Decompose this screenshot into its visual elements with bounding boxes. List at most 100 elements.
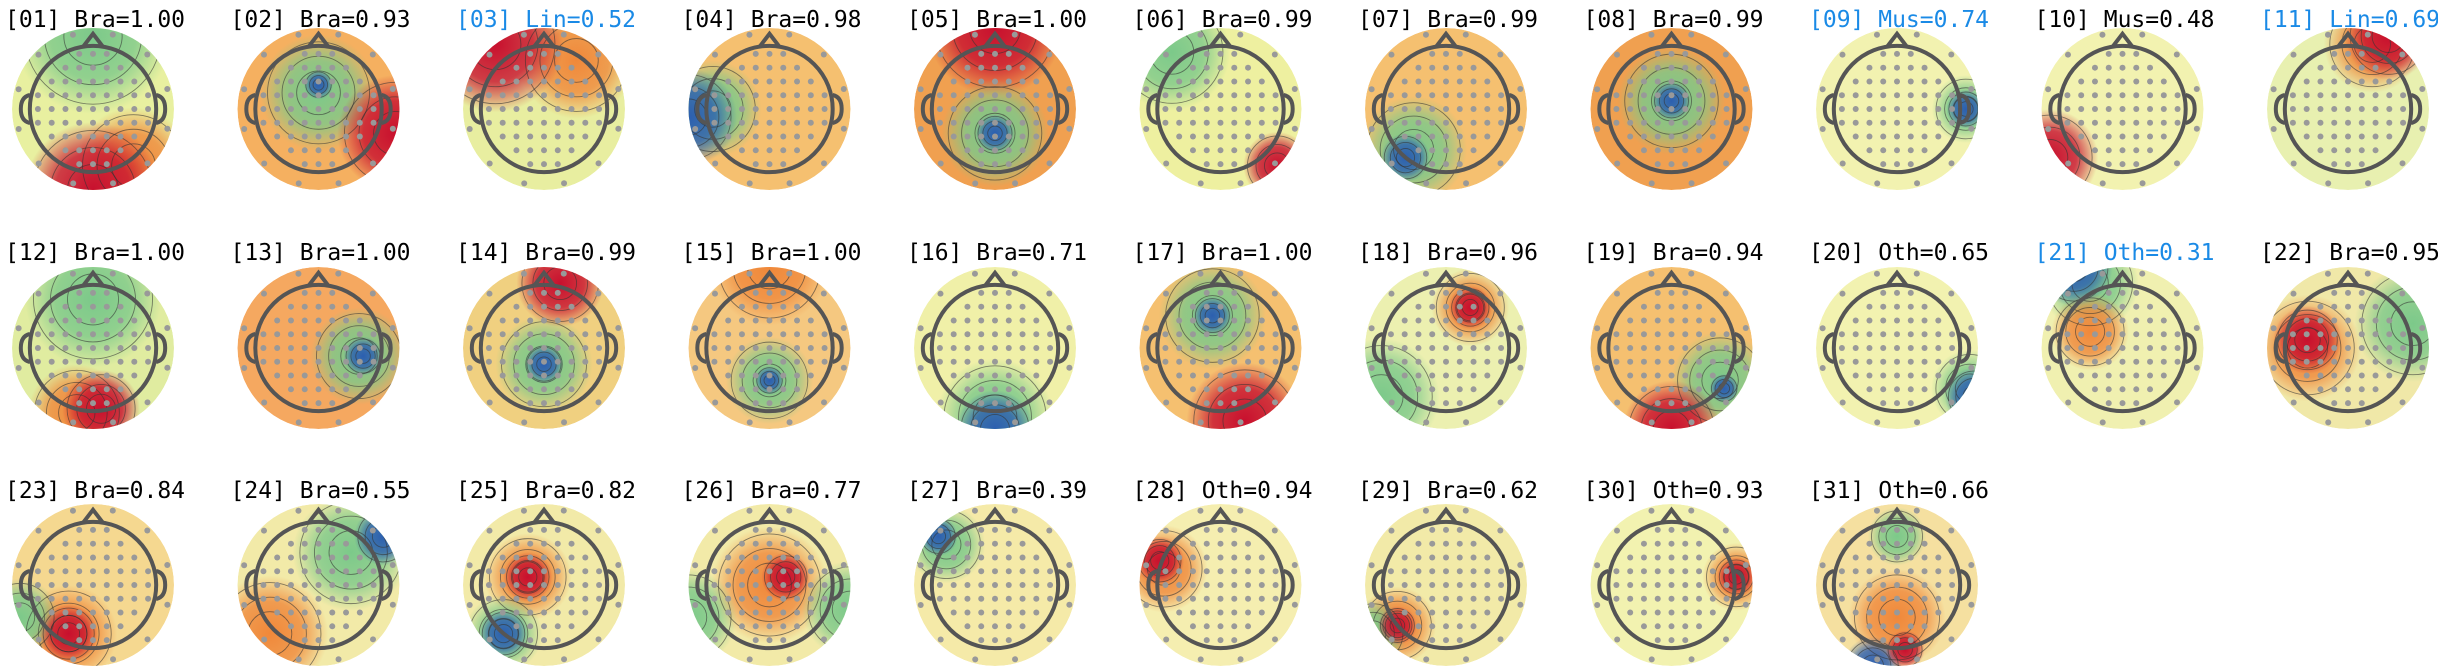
head-outline: [929, 519, 1061, 651]
electrode: [144, 399, 151, 406]
electrode: [1839, 636, 1846, 643]
electrode: [2173, 290, 2180, 297]
electrode: [1688, 31, 1695, 38]
electrode: [103, 623, 110, 630]
electrode: [1640, 133, 1647, 140]
electrode: [1429, 386, 1436, 393]
electrode: [329, 582, 336, 588]
activation-blob: [1946, 89, 1978, 129]
electrode: [1873, 507, 1880, 514]
head-outline: [704, 282, 835, 414]
electrode: [1654, 50, 1661, 57]
electrode: [1949, 568, 1956, 575]
electrode: [1443, 147, 1449, 154]
electrode: [766, 637, 773, 644]
electrode: [2160, 92, 2167, 99]
electrode: [2064, 51, 2071, 58]
electrode: [1696, 133, 1703, 140]
electrode: [1033, 133, 1040, 140]
electrode: [76, 133, 83, 140]
electrode: [1456, 317, 1463, 324]
electrode: [2078, 372, 2085, 379]
electrode: [274, 317, 281, 324]
electrode: [766, 147, 773, 154]
electrode: [389, 324, 396, 331]
electrode: [1203, 345, 1210, 351]
electrode: [1668, 106, 1675, 112]
electrode: [301, 106, 308, 112]
electrode: [1627, 372, 1634, 379]
electrode: [978, 595, 985, 602]
electrode: [1245, 372, 1252, 379]
electrode: [992, 582, 998, 588]
electrode: [76, 147, 83, 154]
electrode: [1668, 386, 1675, 393]
electrode: [1033, 372, 1040, 379]
electrode: [2372, 331, 2379, 338]
electrode: [103, 317, 110, 324]
electrode: [964, 331, 971, 338]
electrode: [821, 160, 828, 167]
electrode: [725, 119, 732, 126]
electrode: [1005, 106, 1012, 112]
electrode: [1189, 554, 1196, 561]
electrode: [513, 106, 520, 112]
electrode: [1682, 147, 1689, 154]
electrode: [807, 582, 814, 588]
electrode: [1866, 609, 1873, 616]
electrode: [2147, 92, 2154, 99]
electrode: [2174, 160, 2181, 167]
electrode: [1682, 289, 1689, 296]
electrode: [821, 92, 828, 99]
electrode: [1005, 92, 1012, 99]
electrode: [937, 527, 944, 534]
electrode: [1682, 386, 1689, 393]
electrode: [1423, 180, 1430, 187]
electrode: [499, 92, 506, 99]
electrode: [1907, 119, 1914, 126]
electrode: [582, 317, 589, 324]
electrode: [2105, 345, 2112, 351]
electrode: [992, 303, 998, 310]
electrode: [1484, 92, 1491, 99]
electrode: [131, 92, 138, 99]
ear: [695, 93, 707, 125]
electrode: [1613, 345, 1620, 351]
electrode: [527, 119, 534, 126]
electrode: [90, 386, 96, 393]
electrode: [2331, 133, 2338, 140]
electrode: [582, 119, 589, 126]
electrode: [48, 317, 55, 324]
electrode: [821, 568, 828, 575]
activation-blob: [1192, 296, 1232, 336]
electrode: [2091, 345, 2098, 351]
electrode: [1047, 582, 1054, 588]
electrode: [1143, 126, 1150, 133]
electrode: [1907, 568, 1914, 575]
electrode: [1401, 133, 1408, 140]
electrode: [794, 303, 801, 310]
electrode: [131, 595, 138, 602]
contour-line: [512, 561, 544, 593]
panel-label: [19] Bra=0.94: [1584, 240, 1764, 266]
electrode: [103, 540, 110, 547]
activation-blob: [1365, 338, 1440, 429]
electrode: [794, 623, 801, 630]
electrode: [1176, 358, 1183, 365]
electrode: [2105, 317, 2112, 324]
electrode: [582, 568, 589, 575]
electrode: [527, 372, 534, 379]
electrode: [1422, 31, 1429, 38]
activation-blob: [516, 267, 604, 327]
electrode: [821, 582, 828, 588]
electrode: [274, 119, 281, 126]
electrode: [582, 595, 589, 602]
contour-line: [66, 374, 136, 429]
electrode: [2078, 78, 2085, 85]
electrode: [1429, 400, 1436, 407]
electrode: [356, 317, 363, 324]
electrode: [2133, 331, 2140, 338]
electrode: [2147, 303, 2154, 310]
electrode: [1189, 64, 1196, 71]
electrode: [287, 372, 294, 379]
